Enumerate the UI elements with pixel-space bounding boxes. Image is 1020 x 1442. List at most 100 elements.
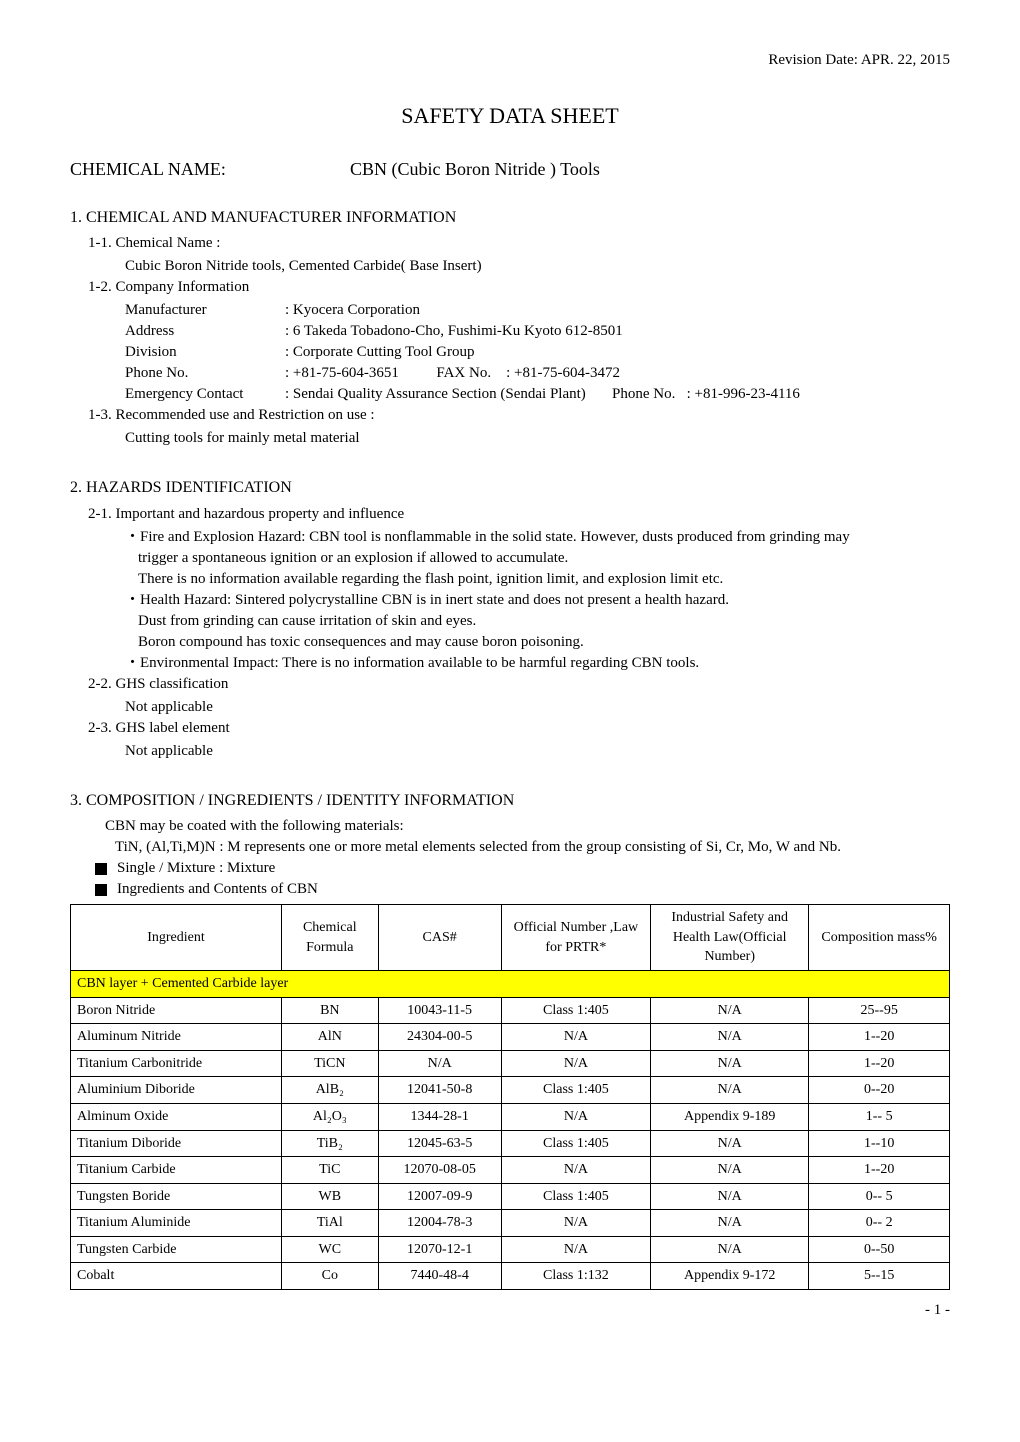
section-3-line1: CBN may be coated with the following mat… — [105, 816, 950, 837]
table-cell: N/A — [651, 1236, 809, 1263]
table-cell: N/A — [501, 1236, 650, 1263]
page-number: - 1 - — [70, 1300, 950, 1321]
section-1-3-value: Cutting tools for mainly metal material — [125, 428, 950, 449]
table-cell: N/A — [651, 1130, 809, 1157]
company-info-value: : 6 Takeda Tobadono-Cho, Fushimi-Ku Kyot… — [285, 321, 950, 342]
table-row: CobaltCo7440-48-4Class 1:132Appendix 9-1… — [71, 1263, 950, 1290]
table-header-cell: Official Number ,Law for PRTR* — [501, 905, 650, 971]
square-bullet-mixture-text: Single / Mixture : Mixture — [117, 858, 275, 879]
table-cell: Titanium Diboride — [71, 1130, 282, 1157]
square-bullet-mixture: Single / Mixture : Mixture — [95, 858, 950, 879]
table-cell: N/A — [651, 997, 809, 1024]
section-1-3-label: 1-3. Recommended use and Restriction on … — [88, 405, 950, 426]
table-cell: 1--10 — [809, 1130, 950, 1157]
square-icon — [95, 863, 107, 875]
section-2-1-label: 2-1. Important and hazardous property an… — [88, 504, 950, 525]
section-1-1-label: 1-1. Chemical Name : — [88, 233, 950, 254]
table-cell: Co — [281, 1263, 378, 1290]
company-info-block: Manufacturer: Kyocera CorporationAddress… — [70, 300, 950, 405]
table-row: Aluminium DiborideAlB₂12041-50-8Class 1:… — [71, 1077, 950, 1104]
table-cell: 1-- 5 — [809, 1103, 950, 1130]
company-info-row: Manufacturer: Kyocera Corporation — [125, 300, 950, 321]
table-cell: 10043-11-5 — [378, 997, 501, 1024]
table-cell: Aluminum Nitride — [71, 1024, 282, 1051]
table-cell: 12070-08-05 — [378, 1157, 501, 1184]
hazard-bullet-health-l1: ・Health Hazard: Sintered polycrystalline… — [125, 590, 950, 611]
table-cell: N/A — [501, 1050, 650, 1077]
table-cell: 0--20 — [809, 1077, 950, 1104]
section-1-heading: 1. CHEMICAL AND MANUFACTURER INFORMATION — [70, 207, 950, 229]
section-2-2-value: Not applicable — [125, 697, 950, 718]
table-cell: AlN — [281, 1024, 378, 1051]
table-cell: Class 1:405 — [501, 1130, 650, 1157]
table-cell: WB — [281, 1183, 378, 1210]
table-cell: Class 1:132 — [501, 1263, 650, 1290]
table-cell: N/A — [651, 1077, 809, 1104]
company-info-row: Emergency Contact: Sendai Quality Assura… — [125, 384, 950, 405]
table-cell: Aluminium Diboride — [71, 1077, 282, 1104]
company-info-value: : +81-75-604-3651 FAX No. : +81-75-604-3… — [285, 363, 950, 384]
table-cell: TiAl — [281, 1210, 378, 1237]
table-cell: N/A — [501, 1024, 650, 1051]
table-cell: Alminum Oxide — [71, 1103, 282, 1130]
hazard-bullet-env-l1: ・Environmental Impact: There is no infor… — [125, 653, 950, 674]
table-header-cell: Ingredient — [71, 905, 282, 971]
table-cell: Tungsten Carbide — [71, 1236, 282, 1263]
table-cell: N/A — [651, 1024, 809, 1051]
table-cell: N/A — [501, 1103, 650, 1130]
table-cell: N/A — [651, 1210, 809, 1237]
table-cell: 12045-63-5 — [378, 1130, 501, 1157]
hazard-bullet-health-l3: Boron compound has toxic consequences an… — [138, 632, 950, 653]
company-info-label: Phone No. — [125, 363, 285, 384]
table-layer-row: CBN layer + Cemented Carbide layer — [71, 970, 950, 997]
section-2-3-value: Not applicable — [125, 741, 950, 762]
company-info-row: Address: 6 Takeda Tobadono-Cho, Fushimi-… — [125, 321, 950, 342]
table-cell: 1--20 — [809, 1024, 950, 1051]
section-2-3-label: 2-3. GHS label element — [88, 718, 950, 739]
table-row: Titanium CarbonitrideTiCNN/AN/AN/A1--20 — [71, 1050, 950, 1077]
table-cell: Tungsten Boride — [71, 1183, 282, 1210]
table-cell: 12004-78-3 — [378, 1210, 501, 1237]
table-cell: N/A — [651, 1050, 809, 1077]
table-cell: Titanium Carbide — [71, 1157, 282, 1184]
section-2-2-label: 2-2. GHS classification — [88, 674, 950, 695]
table-cell: 1344-28-1 — [378, 1103, 501, 1130]
table-header-cell: CAS# — [378, 905, 501, 971]
table-cell: N/A — [378, 1050, 501, 1077]
table-row: Titanium CarbideTiC12070-08-05N/AN/A1--2… — [71, 1157, 950, 1184]
hazard-bullet-health-l2: Dust from grinding can cause irritation … — [138, 611, 950, 632]
table-cell: Class 1:405 — [501, 1077, 650, 1104]
table-cell: Appendix 9-189 — [651, 1103, 809, 1130]
table-cell: TiCN — [281, 1050, 378, 1077]
table-cell: Class 1:405 — [501, 997, 650, 1024]
square-icon — [95, 884, 107, 896]
table-cell: TiC — [281, 1157, 378, 1184]
company-info-value: : Corporate Cutting Tool Group — [285, 342, 950, 363]
table-cell: 0--50 — [809, 1236, 950, 1263]
table-cell: N/A — [651, 1157, 809, 1184]
table-row: Titanium DiborideTiB₂12045-63-5Class 1:4… — [71, 1130, 950, 1157]
table-cell: 24304-00-5 — [378, 1024, 501, 1051]
company-info-value: : Kyocera Corporation — [285, 300, 950, 321]
table-cell: Cobalt — [71, 1263, 282, 1290]
table-row: Tungsten BorideWB12007-09-9Class 1:405N/… — [71, 1183, 950, 1210]
table-row: Boron NitrideBN10043-11-5Class 1:405N/A2… — [71, 997, 950, 1024]
table-row: Titanium AluminideTiAl12004-78-3N/AN/A0-… — [71, 1210, 950, 1237]
table-cell: Al₂O₃ — [281, 1103, 378, 1130]
section-3-line2: TiN, (Al,Ti,M)N : M represents one or mo… — [115, 837, 950, 858]
table-header-cell: Chemical Formula — [281, 905, 378, 971]
revision-date: Revision Date: APR. 22, 2015 — [70, 50, 950, 71]
table-cell: N/A — [651, 1183, 809, 1210]
table-cell: 7440-48-4 — [378, 1263, 501, 1290]
table-header-cell: Industrial Safety and Health Law(Officia… — [651, 905, 809, 971]
table-cell: 12007-09-9 — [378, 1183, 501, 1210]
company-info-label: Division — [125, 342, 285, 363]
section-1-1-value: Cubic Boron Nitride tools, Cemented Carb… — [125, 256, 950, 277]
table-row: Aluminum NitrideAlN24304-00-5N/AN/A1--20 — [71, 1024, 950, 1051]
table-cell: 0-- 5 — [809, 1183, 950, 1210]
company-info-value: : Sendai Quality Assurance Section (Send… — [285, 384, 950, 405]
table-cell: N/A — [501, 1210, 650, 1237]
table-cell: 0-- 2 — [809, 1210, 950, 1237]
section-1-2-label: 1-2. Company Information — [88, 277, 950, 298]
section-3-heading: 3. COMPOSITION / INGREDIENTS / IDENTITY … — [70, 790, 950, 812]
